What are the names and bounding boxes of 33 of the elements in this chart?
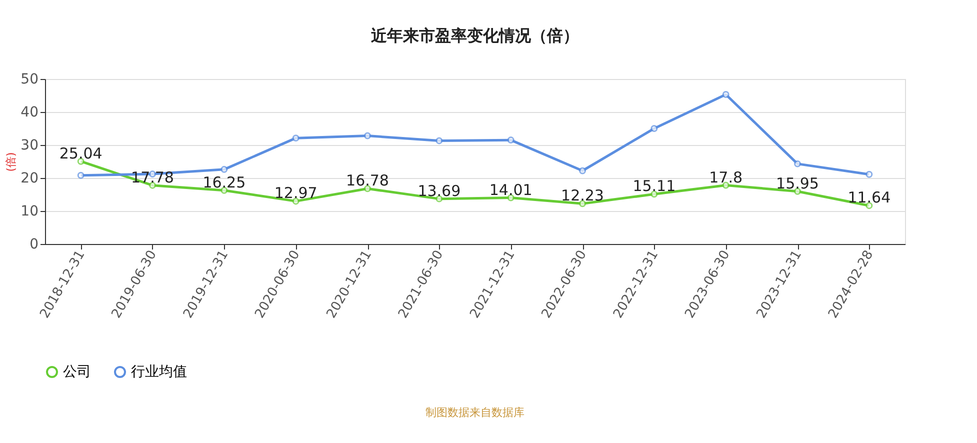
data-label: 16.25	[202, 173, 246, 192]
point	[292, 134, 300, 142]
point	[722, 91, 730, 98]
data-label: 15.11	[632, 177, 676, 196]
point	[364, 132, 371, 140]
data-label: 11.64	[848, 188, 891, 207]
point	[507, 136, 514, 144]
chart-title: 近年来市盈率变化情况（倍）	[370, 26, 579, 45]
legend-label: 公司	[63, 364, 91, 380]
point	[220, 166, 228, 173]
y-tick-label: 0	[30, 236, 38, 252]
point	[650, 125, 658, 132]
legend-label: 行业均值	[131, 364, 187, 380]
point	[77, 172, 84, 179]
y-tick-label: 10	[20, 204, 38, 220]
y-tick-label: 20	[20, 170, 38, 186]
data-label: 12.97	[274, 184, 318, 202]
y-tick-label: 40	[20, 104, 38, 120]
data-label: 16.78	[346, 172, 389, 190]
data-label: 25.04	[59, 144, 102, 162]
point	[436, 137, 443, 144]
data-label: 17.8	[709, 168, 743, 186]
data-label: 15.95	[776, 174, 819, 192]
text: 制图数据来自数据库	[426, 406, 524, 419]
point	[579, 167, 586, 174]
point	[866, 170, 873, 178]
y-axis-title: (倍)	[4, 152, 18, 172]
y-tick-label: 30	[20, 138, 38, 154]
point	[794, 160, 801, 168]
data-label: 14.01	[489, 180, 532, 199]
data-label: 12.23	[561, 186, 604, 205]
y-tick-label: 50	[20, 72, 38, 88]
data-label: 13.69	[418, 182, 461, 200]
